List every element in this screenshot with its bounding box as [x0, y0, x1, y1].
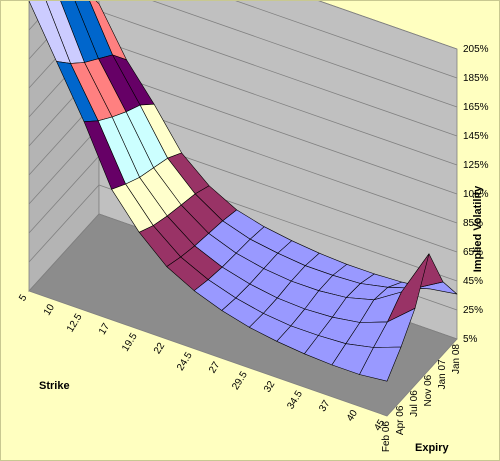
z-tick-label: 85% — [463, 218, 483, 229]
strike-tick-label: 17 — [97, 321, 112, 337]
expiry-axis-title: Expiry — [415, 442, 450, 454]
strike-tick-label: 22 — [152, 340, 167, 356]
expiry-tick-label: Jul 06 — [409, 390, 420, 417]
z-gridline — [29, 1, 458, 50]
strike-tick-label: 10 — [42, 302, 57, 318]
z-tick-label: 25% — [463, 305, 483, 316]
surface-plot — [28, 1, 458, 382]
strike-tick-label: 34.5 — [285, 389, 305, 412]
strike-tick-label: 5 — [17, 292, 30, 303]
z-tick-label: 205% — [463, 44, 489, 55]
strike-tick-label: 32 — [262, 379, 277, 395]
surface-patch — [359, 346, 402, 382]
expiry-tick-label: Jan 07 — [437, 359, 448, 389]
z-tick-label: 105% — [463, 189, 489, 200]
expiry-tick-label: Apr 06 — [395, 405, 406, 435]
z-tick-label: 125% — [463, 160, 489, 171]
strike-tick-label: 19.5 — [120, 331, 140, 354]
strike-tick-label: 29.5 — [230, 369, 250, 392]
strike-tick-label: 27 — [207, 360, 222, 376]
expiry-tick-label: Feb 06 — [381, 421, 392, 453]
strike-tick-label: 40 — [345, 408, 360, 424]
z-tick-label: 45% — [463, 276, 483, 287]
z-tick-label: 165% — [463, 102, 489, 113]
implied-volatility-axis-title: Implied Volatility — [472, 185, 484, 272]
strike-axis-title: Strike — [39, 380, 70, 392]
strike-tick-label: 37 — [317, 398, 332, 414]
z-tick-label: 5% — [463, 334, 478, 345]
strike-tick-label: 24.5 — [175, 350, 195, 373]
expiry-tick-label: Nov 06 — [423, 374, 434, 406]
expiry-tick-label: Jan 08 — [451, 344, 462, 374]
z-axis-ticks: 5% 25% 45% 65% 85% 105% 125% 145% 165% 185% 205% — [463, 44, 489, 345]
z-tick-label: 145% — [463, 131, 489, 142]
z-tick-label: 185% — [463, 73, 489, 84]
z-tick-label: 65% — [463, 247, 483, 258]
strike-tick-label: 12.5 — [65, 312, 85, 335]
